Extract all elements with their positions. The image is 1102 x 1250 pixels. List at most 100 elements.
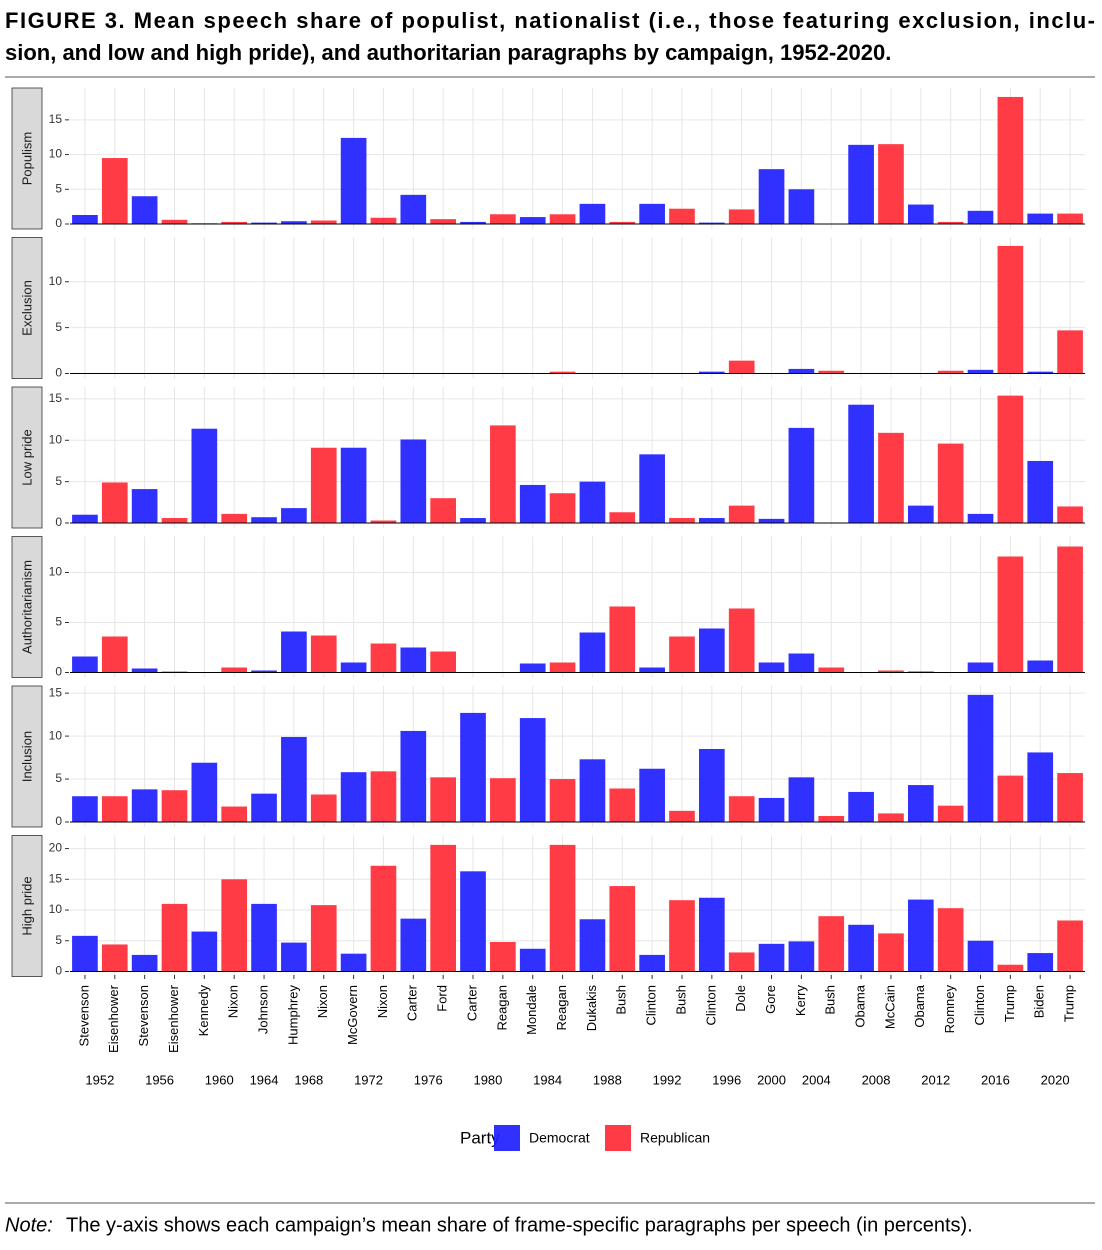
year-label: 1952	[85, 1072, 114, 1087]
facet-strip	[11, 386, 43, 529]
legend-swatch	[494, 1125, 520, 1151]
year-label: 1964	[250, 1072, 279, 1087]
bar	[997, 556, 1024, 673]
bar	[400, 439, 427, 523]
bar	[848, 924, 874, 972]
bar	[967, 369, 994, 374]
bar	[340, 137, 367, 224]
y-tick-label: 0	[55, 366, 62, 380]
x-tick-label: Biden	[1032, 985, 1047, 1018]
bar	[609, 886, 636, 972]
bar	[281, 631, 307, 673]
x-tick-label: Obama	[912, 984, 927, 1027]
y-tick-label: 5	[55, 474, 62, 488]
x-tick-label: McCain	[882, 985, 897, 1029]
bar	[728, 360, 755, 374]
y-tick-label: 0	[55, 814, 62, 828]
bar	[72, 935, 98, 972]
bar	[758, 169, 785, 224]
x-tick-label: Nixon	[315, 985, 330, 1018]
year-label: 1984	[533, 1072, 562, 1087]
legend-label: Republican	[640, 1130, 710, 1146]
y-tick-label: 15	[49, 871, 63, 885]
x-tick-label: Carter	[464, 984, 479, 1021]
bar	[549, 214, 576, 224]
year-label: 1988	[593, 1072, 622, 1087]
bar	[370, 520, 397, 523]
bar	[400, 918, 427, 972]
bar	[400, 194, 427, 224]
bar	[937, 805, 964, 822]
bar	[758, 943, 785, 972]
bar	[1027, 460, 1054, 523]
x-tick-label: Carter	[405, 984, 420, 1021]
bar	[669, 636, 695, 673]
bar	[221, 221, 248, 224]
bar	[310, 220, 337, 224]
bar	[1057, 773, 1083, 822]
year-label: 1996	[712, 1072, 741, 1087]
bar	[519, 484, 546, 523]
x-tick-label: Mondale	[524, 985, 539, 1035]
bar	[848, 144, 874, 224]
bar	[609, 606, 636, 673]
bar	[251, 793, 277, 822]
x-tick-label: Trump	[1062, 985, 1077, 1022]
y-tick-label: 10	[49, 728, 63, 742]
facet-strip	[11, 835, 43, 977]
y-tick-label: 0	[55, 665, 62, 679]
bar	[370, 217, 397, 224]
facet-label: Inclusion	[19, 731, 34, 782]
facet-strip	[11, 237, 43, 379]
bar	[699, 897, 725, 972]
x-tick-label: Gore	[763, 985, 778, 1014]
bar	[669, 810, 695, 822]
bar	[549, 844, 576, 972]
bar	[907, 505, 934, 523]
bar	[758, 518, 785, 523]
legend-label: Democrat	[529, 1130, 590, 1146]
year-label: 1956	[145, 1072, 174, 1087]
bar	[131, 196, 158, 224]
year-label: 2016	[981, 1072, 1010, 1087]
x-tick-label: Reagan	[494, 985, 509, 1031]
bar	[490, 941, 516, 972]
x-tick-label: Kerry	[793, 985, 808, 1017]
y-tick-label: 5	[55, 181, 62, 195]
bar	[937, 221, 964, 224]
bar	[639, 954, 665, 972]
bar	[161, 903, 188, 972]
bar	[728, 505, 755, 523]
x-tick-label: Stevenson	[76, 985, 91, 1046]
x-tick-label: Bush	[673, 985, 688, 1015]
x-tick-label: Johnson	[255, 985, 270, 1034]
bar	[101, 636, 128, 673]
bar	[400, 730, 427, 822]
bar	[788, 427, 815, 523]
year-label: 1980	[473, 1072, 502, 1087]
facet-label: Exclusion	[19, 280, 34, 336]
bar	[967, 210, 994, 224]
y-tick-label: 15	[49, 685, 63, 699]
x-tick-label: Clinton	[972, 985, 987, 1025]
bar	[967, 513, 994, 523]
x-tick-label: Eisenhower	[166, 984, 181, 1053]
bar	[549, 371, 576, 374]
y-tick-label: 15	[49, 391, 63, 405]
facet-label: Low pride	[19, 429, 34, 485]
bar	[340, 662, 367, 673]
bar	[818, 370, 845, 374]
year-label: 1968	[294, 1072, 323, 1087]
bar	[907, 899, 934, 972]
bar	[281, 508, 307, 523]
bar	[161, 518, 188, 523]
y-tick-label: 10	[49, 147, 63, 161]
year-label: 1976	[414, 1072, 443, 1087]
bar	[699, 628, 725, 673]
bar	[1057, 546, 1083, 673]
bar	[251, 517, 277, 523]
y-tick-label: 0	[55, 216, 62, 230]
title-line: sion, and low and high pride), and autho…	[5, 40, 891, 65]
bar	[221, 667, 248, 673]
x-tick-label: Eisenhower	[106, 984, 121, 1053]
